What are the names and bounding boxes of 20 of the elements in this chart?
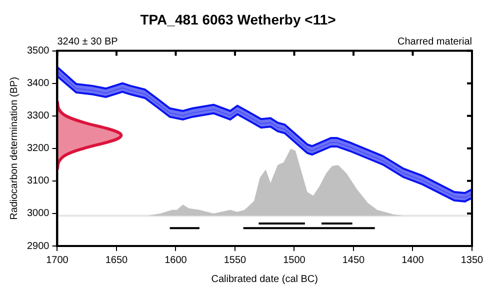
x-tick-label: 1550 [224,254,247,266]
x-tick-label: 1450 [342,254,366,266]
y-tick-label: 3200 [26,143,50,154]
x-tick-label: 1350 [460,254,484,266]
y-tick-label: 3500 [26,46,50,57]
chart-title: TPA_481 6063 Wetherby <11> [140,11,336,28]
x-tick-label: 1600 [164,254,188,266]
x-axis-title: Calibrated date (cal BC) [211,274,318,285]
x-tick-label: 1400 [402,254,424,266]
y-tick-label: 3400 [26,78,50,90]
text: Charred material [398,36,472,48]
x-tick-label: 1500 [283,254,306,266]
y-tick-label: 3300 [26,110,50,122]
x-tick-label: 1700 [46,254,69,266]
y-tick-label: 3000 [26,208,50,220]
y-axis-title: Radiocarbon determination (BP) [8,76,20,220]
y-tick-label: 3100 [26,176,50,187]
x-tick-label: 1650 [105,254,128,266]
text: 3240 ± 30 BP [57,36,118,48]
y-tick-label: 2900 [26,240,50,252]
